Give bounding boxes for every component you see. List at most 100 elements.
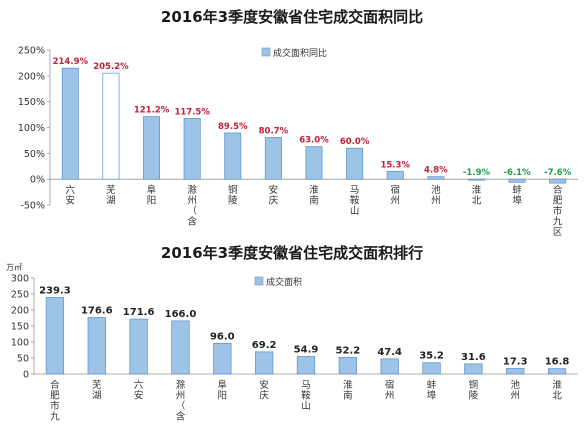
data-label: 117.5%: [174, 107, 210, 117]
x-tick-char: 滁: [187, 184, 197, 196]
x-tick-label: 淮北: [552, 380, 562, 402]
x-tick-char: 阜: [218, 379, 228, 391]
bar: [549, 178, 567, 184]
x-tick-label: 芜湖: [106, 184, 116, 207]
x-tick-char: 含: [187, 216, 197, 228]
bar: [87, 317, 106, 375]
x-tick-label: 宿州: [390, 184, 400, 207]
x-tick-label: 淮南: [309, 185, 319, 207]
x-tick-char: 宿: [390, 184, 400, 196]
bar: [467, 178, 485, 181]
bar: [183, 118, 201, 180]
x-tick-char: 肥: [50, 391, 60, 402]
y-tick-label: 200%: [18, 71, 45, 82]
x-tick-label: 马鞍山: [350, 185, 360, 217]
x-tick-char: 北: [552, 391, 562, 402]
x-tick-char: 山: [350, 206, 360, 217]
chart-ranking-bars: 239.3 176.6 171.6 166.0 96.0 69.2 54.9 52.2 47.4…: [39, 285, 569, 375]
data-label: 31.6: [461, 352, 486, 363]
x-tick-char: 南: [343, 390, 353, 402]
legend-label: 成交面积: [266, 276, 302, 288]
bar: [61, 67, 79, 180]
bar: [171, 320, 190, 375]
data-label: 35.2: [419, 351, 444, 362]
data-label: 52.2: [336, 345, 361, 356]
data-label: 205.2%: [93, 62, 129, 72]
x-tick-char: 池: [510, 379, 520, 391]
x-tick-char: 芜: [106, 184, 116, 196]
bar: [508, 178, 526, 183]
data-label: 47.4: [377, 347, 402, 358]
bar: [305, 146, 323, 180]
chart-yoy-bars: 214.9% 205.2% 121.2% 117.5% 89.5% 80.7% 63.0% 6…: [53, 57, 572, 184]
x-tick-char: 合: [553, 184, 563, 196]
legend-label: 成交面积同比: [273, 47, 327, 59]
data-label: -1.9%: [463, 168, 491, 178]
data-label: 63.0%: [299, 136, 329, 146]
x-tick-char: 安: [66, 195, 76, 207]
data-label: 60.0%: [340, 137, 370, 147]
x-tick-label: 合肥市九区: [553, 184, 563, 238]
data-label: 89.5%: [218, 122, 248, 132]
x-tick-char: 淮: [343, 380, 353, 391]
x-tick-char: 蚌: [427, 379, 437, 391]
bar: [296, 356, 316, 375]
x-tick-char: 阜: [147, 184, 157, 196]
x-tick-char: 阳: [218, 391, 228, 402]
chart-ranking-axes: 050100150200250300合肥市九芜湖六安滁州（含阜阳安庆马鞍山淮南宿…: [11, 274, 578, 423]
data-label: 69.2: [252, 340, 277, 351]
x-tick-char: 州: [390, 196, 400, 207]
bar: [380, 358, 399, 375]
bar: [386, 170, 404, 180]
x-tick-char: 铜: [228, 184, 238, 196]
legend-swatch: [254, 276, 264, 286]
chart-ranking: 2016年3季度安徽省住宅成交面积排行 万㎡ 0 50 100 150 200 250 30…: [6, 244, 578, 423]
x-tick-label: 六安: [134, 379, 144, 402]
y-tick-label: 50%: [24, 149, 45, 160]
data-label: 96.0: [210, 331, 235, 342]
x-tick-char: 蚌: [512, 184, 522, 196]
data-label: -7.6%: [544, 168, 572, 178]
x-tick-char: 九: [553, 216, 563, 228]
x-tick-char: 州: [385, 391, 395, 402]
x-tick-label: 安庆: [269, 184, 279, 207]
y-tick-label: 300: [11, 274, 29, 285]
y-tick-label: 150: [11, 322, 29, 333]
x-tick-char: 九: [50, 411, 60, 423]
legend-swatch: [261, 47, 271, 57]
chart-ranking-title: 2016年3季度安徽省住宅成交面积排行: [161, 244, 423, 262]
x-tick-char: 马: [301, 380, 311, 391]
chart-yoy: 2016年3季度安徽省住宅成交面积同比 -50% 0% 50% 100% 150% 200…: [18, 8, 578, 238]
bar: [255, 351, 274, 375]
y-tick-label: 0: [23, 370, 29, 381]
bar: [129, 318, 148, 375]
x-tick-char: 市: [50, 400, 60, 412]
x-tick-char: 宿: [385, 379, 395, 391]
x-tick-char: 鞍: [350, 195, 360, 207]
x-tick-char: 庆: [259, 390, 269, 402]
x-tick-char: 市: [553, 205, 563, 217]
bar: [224, 132, 242, 180]
y-tick-label: -50%: [20, 201, 45, 212]
data-label: 54.9: [294, 344, 319, 355]
x-tick-char: 铜: [469, 379, 479, 391]
x-tick-char: 淮: [472, 185, 482, 196]
x-tick-char: 湖: [106, 196, 116, 207]
bar: [427, 176, 445, 180]
x-tick-label: 蚌埠: [427, 379, 437, 402]
x-tick-char: 陵: [228, 196, 238, 207]
x-tick-char: 州: [431, 196, 441, 207]
data-label: 80.7%: [259, 126, 289, 136]
x-tick-label: 池州: [431, 184, 441, 207]
x-tick-char: 六: [134, 379, 144, 391]
chart-yoy-legend: 成交面积同比: [261, 47, 327, 59]
x-tick-char: 芜: [92, 379, 102, 391]
data-label: 121.2%: [134, 106, 170, 116]
x-tick-label: 铜陵: [228, 184, 238, 207]
x-tick-char: 淮: [552, 380, 562, 391]
bar: [45, 297, 65, 375]
x-tick-label: 池州: [510, 379, 520, 402]
data-label: 214.9%: [53, 57, 89, 67]
x-tick-label: 淮南: [343, 380, 353, 402]
